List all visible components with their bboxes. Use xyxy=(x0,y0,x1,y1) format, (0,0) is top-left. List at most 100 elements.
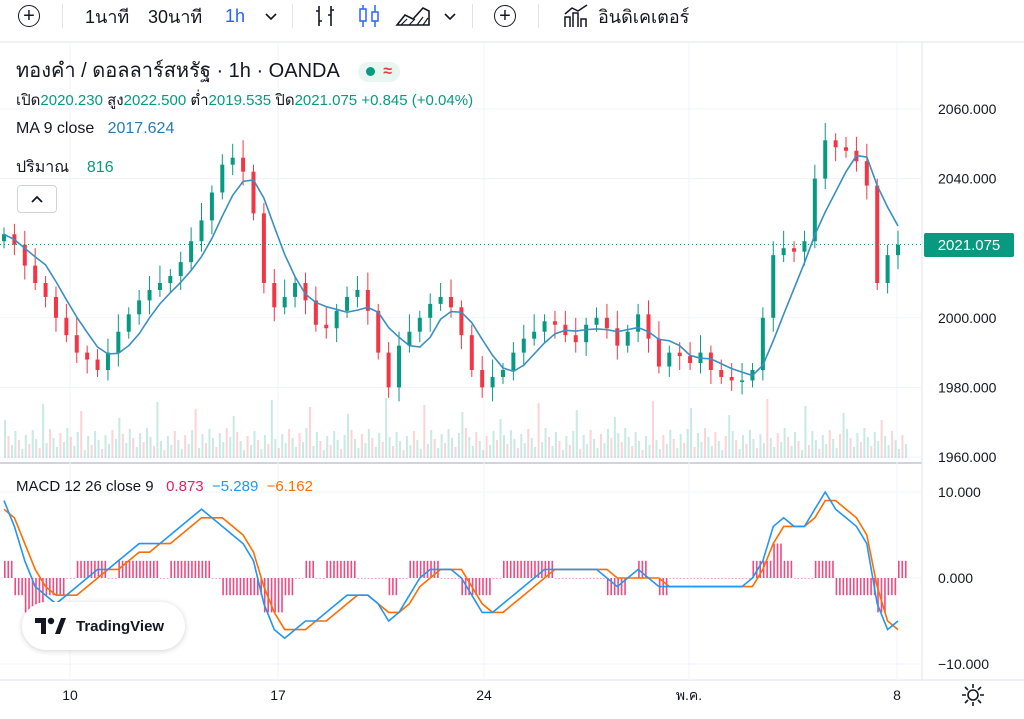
interval-1m-button[interactable]: 1นาที xyxy=(85,0,129,32)
candle-body xyxy=(625,331,630,346)
macd-hist-bar xyxy=(856,578,859,596)
macd-hist-bar xyxy=(416,560,418,578)
volume-bar xyxy=(208,429,211,458)
macd-hist-bar xyxy=(880,578,883,613)
volume-bar xyxy=(873,432,876,458)
collapse-legend-button[interactable] xyxy=(17,185,57,213)
area-chart-button[interactable] xyxy=(395,0,431,32)
volume-bar xyxy=(471,446,474,458)
volume-bar xyxy=(672,439,675,458)
volume-bar xyxy=(49,429,52,458)
macd-legend[interactable]: MACD 12 26 close 9 0.873 −5.289 −6.162 xyxy=(16,478,313,495)
volume-bar xyxy=(440,434,443,458)
volume-bar xyxy=(662,435,665,458)
volume-legend[interactable]: ปริมาณ 816 xyxy=(16,155,114,180)
candle-body xyxy=(875,185,880,283)
volume-bar xyxy=(544,428,547,458)
macd-main-line xyxy=(3,490,899,640)
macd-hist-bar xyxy=(579,578,581,579)
volume-bar xyxy=(184,435,187,458)
volume-bar xyxy=(426,444,429,458)
volume-bar xyxy=(229,437,232,458)
volume-bar xyxy=(613,417,616,458)
volume-bar xyxy=(509,430,512,458)
macd-hist-bar xyxy=(686,578,689,579)
volume-bar xyxy=(461,412,464,458)
chart-type-dropdown[interactable] xyxy=(443,0,457,32)
high-label: สูง xyxy=(107,92,124,109)
volume-bar xyxy=(35,439,38,458)
macd-hist-bar xyxy=(513,560,515,578)
macd-hist-bar xyxy=(620,578,623,596)
macd-hist-bar xyxy=(721,578,723,579)
volume-bar xyxy=(333,431,336,458)
volume-bar xyxy=(606,429,609,458)
time-axis-label: พ.ค. xyxy=(676,687,702,703)
macd-hist-bar xyxy=(832,560,834,578)
interval-dropdown-button[interactable] xyxy=(264,0,278,32)
candle-body xyxy=(729,376,734,381)
candle-body xyxy=(334,310,339,329)
volume-bar xyxy=(215,447,218,458)
settings-button[interactable] xyxy=(961,683,985,710)
macd-hist-bar xyxy=(821,560,824,578)
macd-hist-bar xyxy=(250,578,252,596)
macd-hist-bar xyxy=(697,578,699,579)
macd-hist-bar xyxy=(773,543,775,578)
volume-bar xyxy=(104,435,107,458)
volume-bar xyxy=(353,439,356,458)
volume-bar xyxy=(201,434,204,458)
macd-hist-bar xyxy=(794,578,796,579)
macd-hist-bar xyxy=(558,578,561,579)
macd-hist-bar xyxy=(586,578,588,579)
ma-legend[interactable]: MA 9 close 2017.624 xyxy=(16,120,174,138)
symbol-title[interactable]: ทองคำ / ดอลลาร์สหรัฐ · 1h · OANDA xyxy=(16,60,339,82)
time-axis-label: 10 xyxy=(62,687,78,703)
volume-bar xyxy=(537,403,540,458)
volume-bar xyxy=(724,436,727,458)
volume-bar xyxy=(755,448,758,458)
low-value: 2019.535 xyxy=(208,92,272,109)
candle-body xyxy=(688,356,693,364)
symbol-legend: ทองคำ / ดอลลาร์สหรัฐ · 1h · OANDA ≈ xyxy=(16,54,401,86)
candles-button[interactable] xyxy=(356,0,382,32)
add-symbol-button[interactable]: + xyxy=(18,0,40,32)
market-status-badge[interactable]: ≈ xyxy=(358,61,401,82)
volume-bar xyxy=(139,433,142,458)
time-axis-label: 8 xyxy=(893,687,901,703)
macd-hist-bar xyxy=(502,560,505,578)
macd-hist-bar xyxy=(884,578,886,613)
compare-symbol-button[interactable]: + xyxy=(494,0,516,32)
interval-30m-button[interactable]: 30นาที xyxy=(148,0,202,32)
volume-bar xyxy=(177,440,180,458)
macd-hist-bar xyxy=(322,578,325,579)
volume-bar xyxy=(97,440,100,458)
volume-bar xyxy=(554,432,557,458)
volume-bar xyxy=(7,436,10,458)
bar-chart-button[interactable] xyxy=(313,0,339,32)
volume-bar xyxy=(457,433,460,458)
macd-hist-bar xyxy=(66,578,68,579)
volume-bar xyxy=(648,445,651,458)
volume-bar xyxy=(759,434,762,458)
volume-bar xyxy=(76,432,79,458)
approx-icon: ≈ xyxy=(383,62,393,80)
ma-line xyxy=(3,154,899,377)
macd-hist-bar xyxy=(582,578,585,579)
macd-hist-bar xyxy=(717,578,720,579)
volume-bar xyxy=(496,440,499,458)
candle-body xyxy=(864,161,869,186)
indicators-button[interactable]: อินดิเคเตอร์ xyxy=(562,0,689,32)
volume-bar xyxy=(769,438,772,458)
gear-icon xyxy=(962,684,984,706)
volume-bar xyxy=(880,420,883,458)
macd-hist-bar xyxy=(409,560,412,578)
interval-1h-button[interactable]: 1h xyxy=(225,0,245,32)
volume-bar xyxy=(794,432,797,458)
macd-hist-bar xyxy=(745,578,748,579)
macd-hist-bar xyxy=(412,560,415,578)
macd-hist-bar xyxy=(215,578,217,579)
macd-hist-bar xyxy=(807,578,810,579)
tradingview-logo[interactable]: TradingView xyxy=(22,602,185,650)
